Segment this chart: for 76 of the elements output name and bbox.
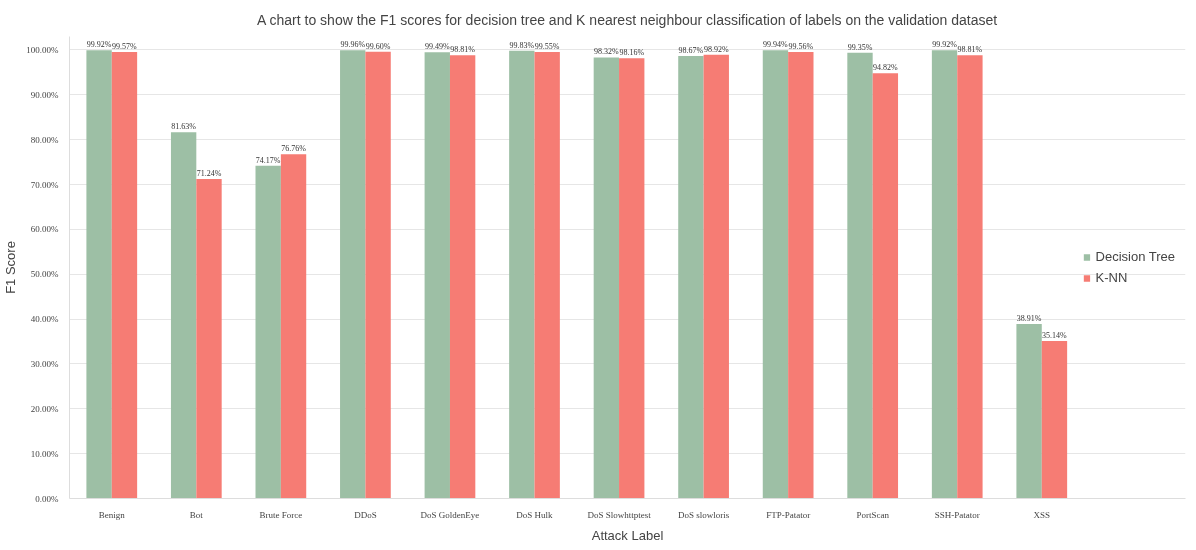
x-tick-label: PortScan <box>856 509 890 520</box>
bar <box>365 51 391 499</box>
data-label: 71.24% <box>196 168 222 178</box>
data-label: 99.94% <box>763 40 789 50</box>
bar <box>872 73 899 499</box>
y-axis-title: F1 Score <box>3 241 19 294</box>
y-tick-label: 0.00% <box>35 493 59 504</box>
bar <box>619 58 645 499</box>
x-tick-label: XSS <box>1033 509 1051 520</box>
data-label: 98.92% <box>703 44 729 54</box>
bar <box>196 178 222 499</box>
data-label: 76.76% <box>281 144 307 154</box>
data-label: 98.67% <box>678 45 704 55</box>
bar <box>280 154 307 499</box>
y-tick-label: 50.00% <box>30 269 59 280</box>
data-label: 98.32% <box>594 47 620 57</box>
bar <box>340 50 366 499</box>
data-label: 35.14% <box>1042 330 1068 340</box>
data-label: 99.55% <box>534 41 560 51</box>
x-tick-label: DoS GoldenEye <box>420 509 480 520</box>
x-tick-label: FTP-Patator <box>766 509 811 520</box>
data-label: 99.92% <box>86 40 112 50</box>
y-tick-label: 80.00% <box>30 134 59 145</box>
data-label: 98.16% <box>619 48 645 58</box>
data-label: 99.60% <box>365 41 391 51</box>
data-label: 81.63% <box>171 122 197 132</box>
x-tick-label: DoS Hulk <box>516 509 554 520</box>
data-label: 99.83% <box>509 40 535 50</box>
bar <box>1016 323 1042 499</box>
bar <box>593 57 620 499</box>
data-label: 99.96% <box>340 40 366 50</box>
bar <box>1041 340 1068 499</box>
bar <box>762 50 789 499</box>
bar <box>449 55 476 499</box>
data-label: 38.91% <box>1016 313 1042 323</box>
y-tick-label: 90.00% <box>30 89 59 100</box>
bar <box>534 51 560 499</box>
chart-title: A chart to show the F1 scores for decision tree and K nearest neighbour classification of labels on the validation dataset <box>257 11 998 28</box>
x-tick-label: DDoS <box>354 509 377 520</box>
legend-label: K-NN <box>1095 270 1128 285</box>
x-tick-label: Brute Force <box>259 509 303 520</box>
y-tick-label: 60.00% <box>30 224 59 235</box>
bar <box>703 54 729 499</box>
x-tick-label: DoS Slowhttptest <box>587 509 652 520</box>
data-label: 99.35% <box>847 42 873 52</box>
x-tick-label: DoS slowloris <box>677 509 730 520</box>
x-tick-label: Bot <box>189 509 204 520</box>
legend-label: Decision Tree <box>1095 249 1175 264</box>
data-label: 98.81% <box>957 45 983 55</box>
data-label: 99.92% <box>932 40 958 50</box>
bar <box>931 50 958 499</box>
bar <box>788 51 814 499</box>
bar <box>957 55 983 499</box>
bar <box>86 50 112 499</box>
data-label: 74.17% <box>255 155 281 165</box>
y-tick-label: 10.00% <box>30 448 59 459</box>
bar <box>255 165 281 499</box>
y-tick-label: 30.00% <box>30 358 59 369</box>
data-label: 94.82% <box>873 63 899 73</box>
bar <box>678 55 704 499</box>
y-tick-label: 40.00% <box>30 314 59 325</box>
y-tick-label: 20.00% <box>30 403 59 414</box>
bar <box>509 50 535 499</box>
data-label: 99.57% <box>112 41 138 51</box>
y-tick-label: 70.00% <box>30 179 59 190</box>
data-label: 99.49% <box>424 42 450 52</box>
bar <box>170 132 197 499</box>
y-tick-label: 100.00% <box>26 44 59 55</box>
x-tick-label: Benign <box>98 509 126 520</box>
bar <box>424 52 450 499</box>
data-label: 99.56% <box>788 41 814 51</box>
bar <box>847 52 873 499</box>
x-tick-label: SSH-Patator <box>934 509 980 520</box>
bar <box>111 51 138 499</box>
data-label: 98.81% <box>450 45 476 55</box>
x-axis-title: Attack Label <box>591 527 664 543</box>
